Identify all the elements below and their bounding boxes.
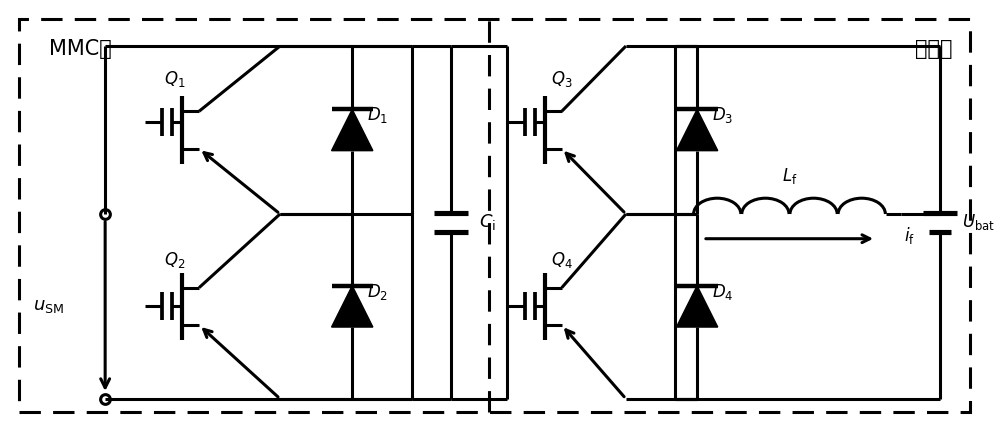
Text: $L_{\rm f}$: $L_{\rm f}$	[782, 166, 797, 186]
Polygon shape	[676, 109, 718, 151]
Text: 电池侧: 电池侧	[915, 39, 952, 59]
Text: $i_{\rm f}$: $i_{\rm f}$	[904, 225, 915, 246]
Text: MMC侧: MMC侧	[49, 39, 112, 59]
Text: $Q_4$: $Q_4$	[551, 251, 573, 270]
Text: $D_1$: $D_1$	[367, 105, 388, 125]
Text: $D_2$: $D_2$	[367, 281, 388, 302]
Polygon shape	[332, 286, 373, 327]
Text: $Q_1$: $Q_1$	[164, 69, 185, 89]
Text: $D_3$: $D_3$	[712, 105, 733, 125]
Text: $u_{\rm SM}$: $u_{\rm SM}$	[33, 297, 64, 315]
Polygon shape	[676, 286, 718, 327]
Text: $D_4$: $D_4$	[712, 281, 733, 302]
Polygon shape	[332, 109, 373, 151]
Text: $Q_2$: $Q_2$	[164, 251, 185, 270]
Text: $C_{\rm i}$: $C_{\rm i}$	[479, 212, 496, 233]
Text: $U_{\rm bat}$: $U_{\rm bat}$	[962, 212, 995, 233]
Text: $Q_3$: $Q_3$	[551, 69, 572, 89]
